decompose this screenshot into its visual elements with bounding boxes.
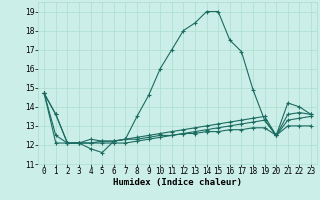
- X-axis label: Humidex (Indice chaleur): Humidex (Indice chaleur): [113, 178, 242, 187]
